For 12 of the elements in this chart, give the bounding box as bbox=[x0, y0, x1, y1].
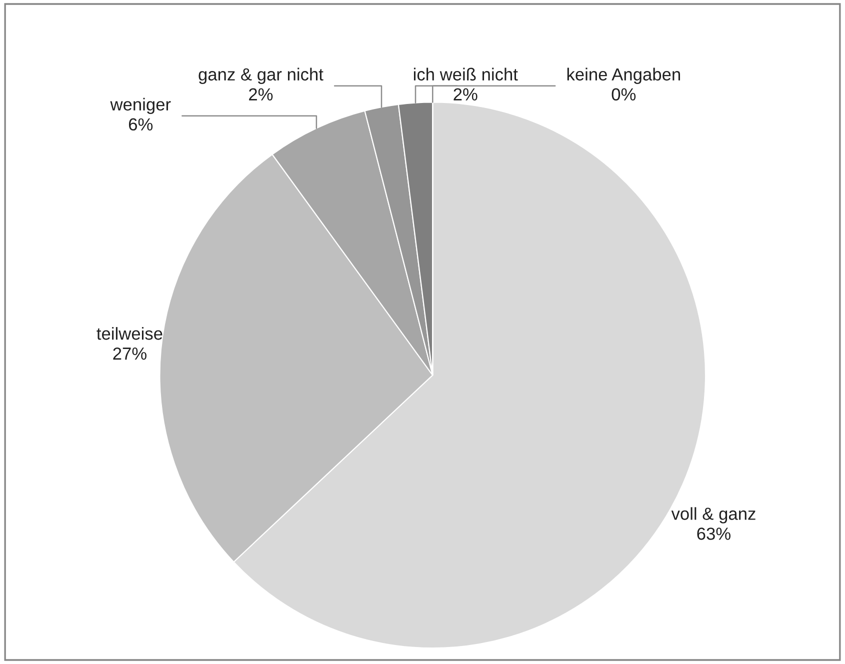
data-label: 6% bbox=[128, 118, 153, 131]
slice-label: teilweise bbox=[96, 327, 162, 340]
slice-label: weniger bbox=[110, 98, 171, 114]
slice-label: voll & ganz bbox=[671, 507, 756, 524]
data-label: 2% bbox=[249, 88, 273, 100]
text: 0% bbox=[612, 88, 636, 101]
slice-label: ich weiß nicht bbox=[414, 68, 518, 81]
data-label: 27% bbox=[113, 347, 146, 360]
category-label: keine Angaben bbox=[567, 68, 680, 84]
data-label: 63% bbox=[697, 528, 730, 540]
data-label: 2% bbox=[454, 88, 478, 100]
slice-label: ganz & gar nicht bbox=[198, 68, 324, 84]
